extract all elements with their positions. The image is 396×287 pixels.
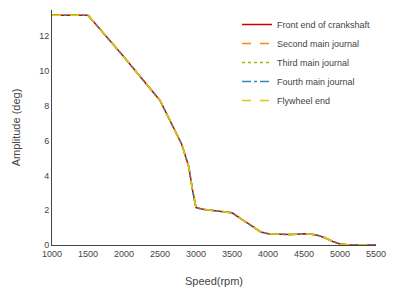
- svg-text:Speed(rpm): Speed(rpm): [185, 275, 243, 287]
- svg-text:1500: 1500: [78, 249, 98, 259]
- svg-text:2000: 2000: [114, 249, 134, 259]
- svg-text:4000: 4000: [258, 249, 278, 259]
- svg-text:Fourth main journal: Fourth main journal: [277, 77, 355, 87]
- svg-text:8: 8: [44, 101, 49, 111]
- svg-text:1000: 1000: [42, 249, 62, 259]
- svg-text:4: 4: [44, 171, 49, 181]
- svg-text:3500: 3500: [222, 249, 242, 259]
- svg-text:5000: 5000: [330, 249, 350, 259]
- svg-text:6: 6: [44, 136, 49, 146]
- svg-text:Amplitude (deg): Amplitude (deg): [10, 89, 22, 167]
- svg-text:0: 0: [44, 240, 49, 250]
- svg-text:12: 12: [39, 31, 49, 41]
- svg-text:2: 2: [44, 205, 49, 215]
- svg-text:4500: 4500: [294, 249, 314, 259]
- svg-text:10: 10: [39, 66, 49, 76]
- svg-text:2500: 2500: [150, 249, 170, 259]
- svg-text:5500: 5500: [366, 249, 386, 259]
- svg-text:Second main journal: Second main journal: [277, 39, 359, 49]
- svg-text:Front end of crankshaft: Front end of crankshaft: [277, 20, 370, 30]
- svg-text:Flywheel end: Flywheel end: [277, 96, 330, 106]
- svg-text:Third main journal: Third main journal: [277, 58, 349, 68]
- svg-text:3000: 3000: [186, 249, 206, 259]
